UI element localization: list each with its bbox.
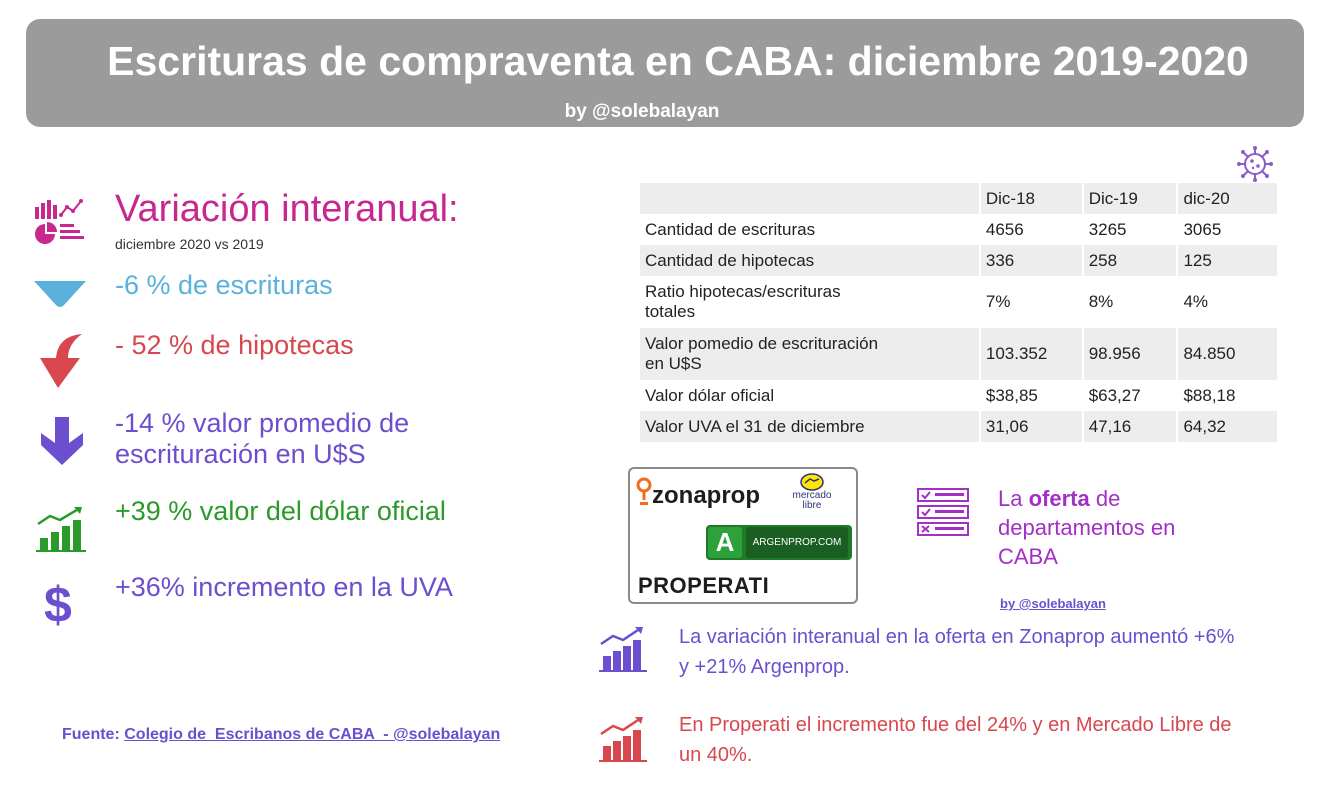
variacion-subheading: diciembre 2020 vs 2019 (115, 236, 264, 252)
page-title: Escrituras de compraventa en CABA: dicie… (107, 38, 1249, 84)
source-line: Fuente: Colegio de Escribanos de CABA - … (62, 726, 500, 744)
table-header-cell: Dic-19 (1082, 183, 1179, 214)
table-cell: 84.850 (1177, 328, 1279, 380)
properati-logo: PROPERATI (638, 573, 770, 598)
table-row: Valor pomedio de escrituración en U$S 10… (640, 328, 1279, 380)
table-header-cell: dic-20 (1177, 183, 1279, 214)
oferta-byline[interactable]: by @solebalayan (1000, 596, 1106, 611)
stat-dolar: +39 % valor del dólar oficial (115, 496, 446, 526)
checklist-icon (917, 487, 969, 539)
table-cell: 258 (1082, 245, 1179, 276)
table-cell: $88,18 (1177, 380, 1279, 411)
zonaprop-logo: zonaprop (652, 482, 760, 509)
note-properati: En Properati el incremento fue del 24% y… (679, 714, 1232, 766)
triangle-down-icon (34, 279, 86, 309)
table-row-label: Valor pomedio de escrituración en U$S (640, 328, 981, 380)
oferta-prefix: La (998, 486, 1029, 511)
stat-escrituras: -6 % de escrituras (115, 270, 333, 300)
table-row: Cantidad de hipotecas 336 258 125 (640, 245, 1279, 276)
table-header-cell (640, 183, 981, 214)
variacion-heading: Variación interanual: (115, 188, 459, 230)
header-banner (26, 19, 1304, 127)
source-label: Fuente: (62, 726, 120, 743)
dollar-icon: $ (44, 577, 72, 633)
oferta-title: La oferta de departamentos en CABA (998, 484, 1175, 571)
arrow-down-icon (37, 415, 87, 467)
mercado-libre-top: mercado (792, 490, 832, 501)
oferta-bold: oferta (1028, 486, 1090, 511)
table-cell: 4% (1177, 276, 1279, 328)
table-row-label: Ratio hipotecas/escrituras totales (640, 276, 981, 328)
virus-icon (1236, 145, 1274, 183)
analytics-icon (33, 195, 85, 247)
table-row-label: Cantidad de hipotecas (640, 245, 981, 276)
table-cell: 3265 (1082, 214, 1179, 245)
stat-uva: +36% incremento en la UVA (115, 572, 453, 602)
table-cell: $63,27 (1082, 380, 1179, 411)
table-cell: 98.956 (1082, 328, 1179, 380)
zonaprop-pin-icon (636, 477, 652, 507)
table-header-row: Dic-18 Dic-19 dic-20 (640, 183, 1279, 214)
table-cell: 3065 (1177, 214, 1279, 245)
rising-chart-icon (599, 626, 647, 672)
source-handle[interactable]: @solebalayan (393, 726, 501, 743)
note-zonaprop: La variación interanual en la oferta en … (679, 626, 1235, 678)
curved-arrow-down-icon (36, 332, 86, 390)
table-cell: $38,85 (979, 380, 1084, 411)
oferta-suffix: de departamentos en CABA (998, 486, 1176, 569)
table-header-cell: Dic-18 (979, 183, 1084, 214)
table-cell: 8% (1082, 276, 1179, 328)
handshake-icon (800, 473, 824, 491)
source-link[interactable]: Colegio de Escribanos de CABA - (124, 726, 394, 743)
portal-logos: zonaprop mercado libre A ARGENPROP.COM P… (628, 467, 858, 604)
table-row-label: Valor dólar oficial (640, 380, 981, 411)
table-cell: 7% (979, 276, 1084, 328)
mercado-libre-logo: mercado libre (786, 491, 838, 511)
table-cell: 47,16 (1082, 411, 1179, 442)
table-cell: 125 (1177, 245, 1279, 276)
stat-hipotecas: - 52 % de hipotecas (115, 330, 354, 360)
table-row: Cantidad de escrituras 4656 3265 3065 (640, 214, 1279, 245)
table-row: Valor dólar oficial $38,85 $63,27 $88,18 (640, 380, 1279, 411)
rising-chart-icon (599, 716, 647, 762)
table-cell: 64,32 (1177, 411, 1279, 442)
table-row: Ratio hipotecas/escrituras totales 7% 8%… (640, 276, 1279, 328)
table-cell: 4656 (979, 214, 1084, 245)
table-cell: 31,06 (979, 411, 1084, 442)
data-table: Dic-18 Dic-19 dic-20 Cantidad de escritu… (640, 183, 1279, 442)
table-row-label: Valor UVA el 31 de diciembre (640, 411, 981, 442)
table-cell: 336 (979, 245, 1084, 276)
header-byline: by @solebalayan (564, 101, 720, 122)
mercado-libre-bottom: libre (802, 500, 822, 511)
table-row-label: Cantidad de escrituras (640, 214, 981, 245)
rising-chart-icon (36, 506, 86, 552)
table-row: Valor UVA el 31 de diciembre 31,06 47,16… (640, 411, 1279, 442)
argenprop-logo: A ARGENPROP.COM (706, 525, 852, 560)
table-cell: 103.352 (979, 328, 1084, 380)
argenprop-wordmark: ARGENPROP.COM (746, 527, 848, 558)
argenprop-a-icon: A (708, 527, 742, 558)
stat-valor-promedio: -14 % valor promedio de escrituración en… (115, 408, 410, 469)
